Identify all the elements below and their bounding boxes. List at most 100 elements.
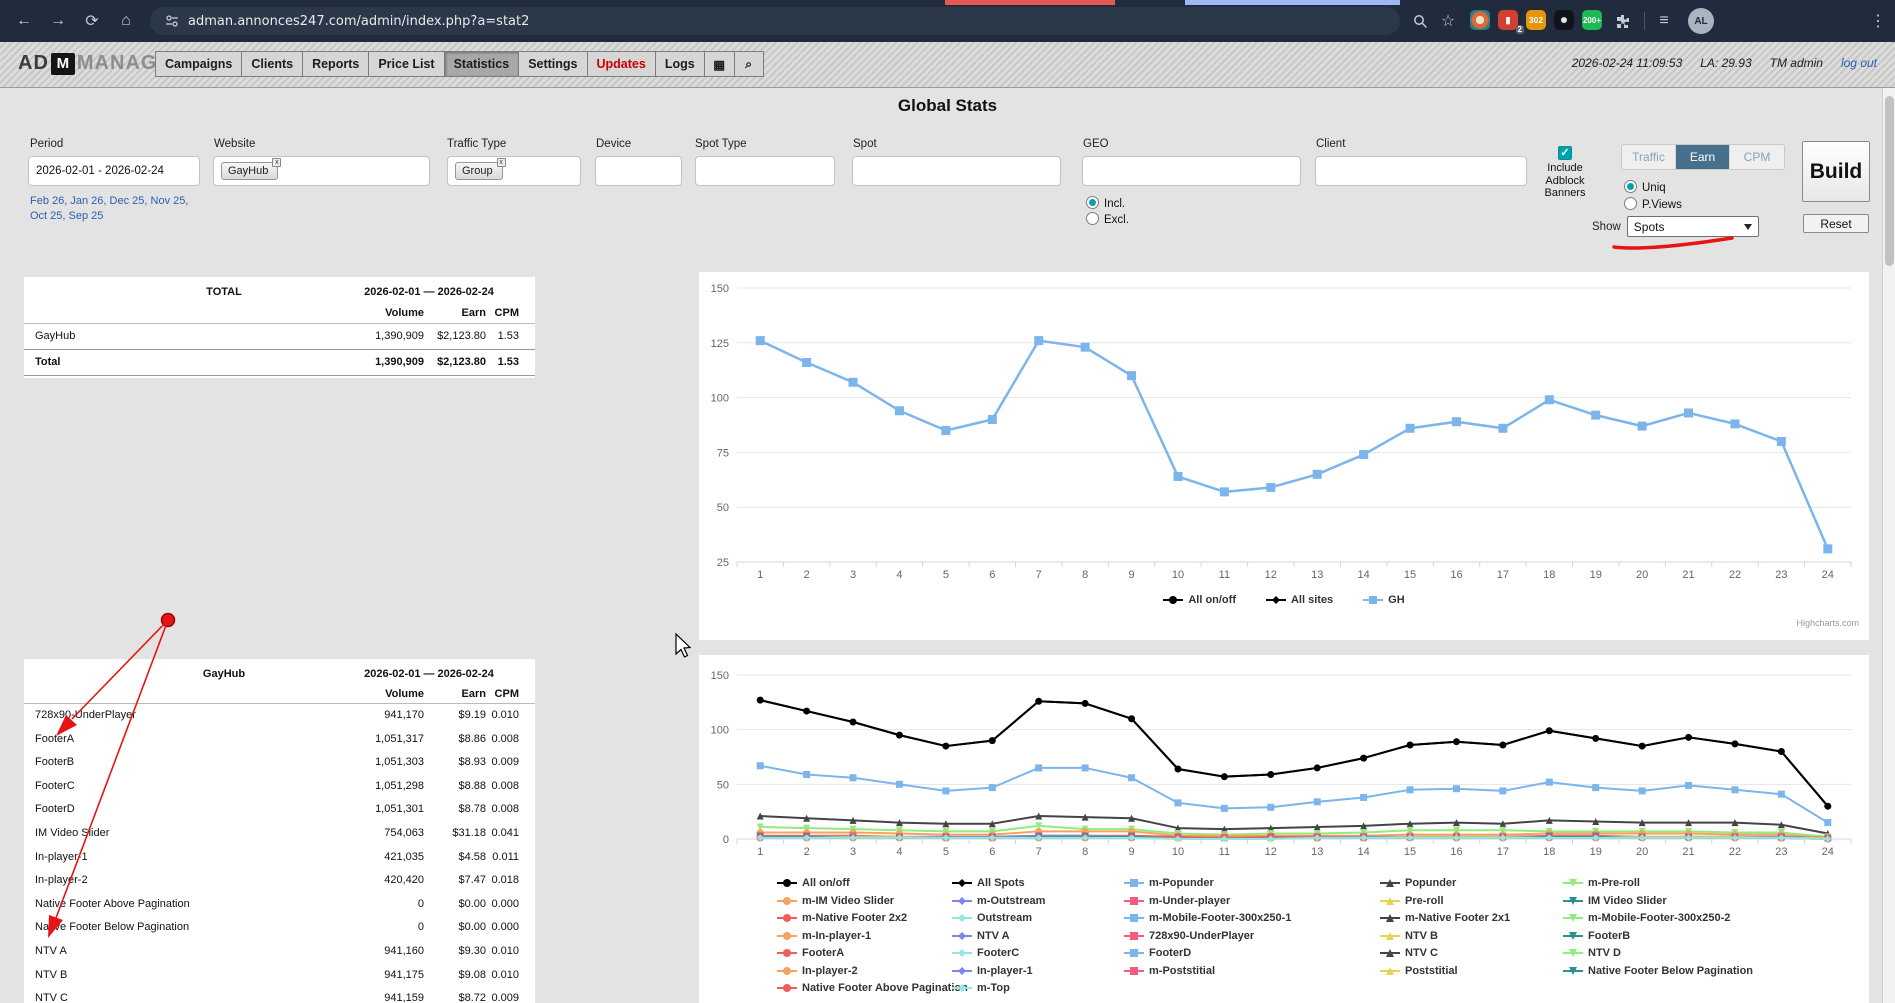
quick-period-link[interactable]: Sep 25 xyxy=(69,210,104,222)
spot-type-input[interactable] xyxy=(695,156,835,186)
nav-price-list[interactable]: Price List xyxy=(368,51,443,77)
extension-red-icon[interactable]: ▮ 2 xyxy=(1498,10,1518,30)
nav-reports[interactable]: Reports xyxy=(302,51,368,77)
legend-item-m-native-footer-2x1[interactable]: m-Native Footer 2x1 xyxy=(1380,912,1510,924)
nav-logs[interactable]: Logs xyxy=(655,51,704,77)
reload-icon[interactable]: ⟳ xyxy=(80,9,104,33)
legend-item-all-sites[interactable]: All sites xyxy=(1266,594,1333,606)
metric-tab-traffic[interactable]: Traffic xyxy=(1622,145,1676,169)
legend-item-ntv-c[interactable]: NTV C xyxy=(1380,947,1438,959)
search-tool-icon[interactable]: ⌕ xyxy=(734,51,764,77)
metric-tab-cpm[interactable]: CPM xyxy=(1730,145,1784,169)
bookmark-star-icon[interactable]: ☆ xyxy=(1436,9,1460,33)
extension-logo-icon[interactable] xyxy=(1470,10,1490,30)
legend-item-in-player-2[interactable]: In-player-2 xyxy=(777,965,858,977)
reading-list-icon[interactable]: ≡ xyxy=(1652,9,1676,33)
geo-incl-option[interactable]: Incl. xyxy=(1086,196,1125,210)
legend-item-m-im-video-slider[interactable]: m-IM Video Slider xyxy=(777,895,894,907)
tracking-protection-icon[interactable] xyxy=(164,14,180,28)
pviews-radio[interactable] xyxy=(1624,197,1637,210)
uniq-radio[interactable] xyxy=(1624,180,1637,193)
legend-item-728x90-underplayer[interactable]: 728x90-UnderPlayer xyxy=(1124,930,1254,942)
legend-item-m-outstream[interactable]: m-Outstream xyxy=(952,895,1045,907)
adblock-checkbox[interactable]: ✓ xyxy=(1558,146,1572,160)
address-bar[interactable]: adman.annonces247.com/admin/index.php?a=… xyxy=(150,7,1400,35)
pviews-option[interactable]: P.Views xyxy=(1624,197,1682,211)
extensions-puzzle-icon[interactable] xyxy=(1610,9,1634,33)
quick-period-link[interactable]: Oct 25 xyxy=(30,210,62,222)
legend-item-pre-roll[interactable]: Pre-roll xyxy=(1380,895,1444,907)
show-select[interactable]: Spots xyxy=(1627,216,1759,237)
legend-item-all-spots[interactable]: All Spots xyxy=(952,877,1025,889)
traffic-type-input[interactable]: Group x xyxy=(447,156,581,186)
calculator-icon[interactable]: ▦ xyxy=(704,51,734,77)
excl-radio[interactable] xyxy=(1086,212,1099,225)
legend-item-all-on-off[interactable]: All on/off xyxy=(1163,594,1236,606)
legend-item-m-under-player[interactable]: m-Under-player xyxy=(1124,895,1230,907)
extension-orange-icon[interactable]: 302 xyxy=(1526,10,1546,30)
legend-item-im-video-slider[interactable]: IM Video Slider xyxy=(1563,895,1667,907)
quick-period-link[interactable]: Feb 26 xyxy=(30,195,64,207)
remove-tag-icon[interactable]: x xyxy=(272,158,281,167)
geo-excl-option[interactable]: Excl. xyxy=(1086,212,1129,226)
uniq-option[interactable]: Uniq xyxy=(1624,180,1666,194)
client-input[interactable] xyxy=(1315,156,1527,186)
quick-period-link[interactable]: Jan 26 xyxy=(70,195,103,207)
remove-tag-icon[interactable]: x xyxy=(497,158,506,167)
traffic-type-tag[interactable]: Group x xyxy=(455,162,503,180)
legend-item-gh[interactable]: GH xyxy=(1363,594,1405,606)
legend-item-m-top[interactable]: m-Top xyxy=(952,982,1010,994)
legend-item-footerc[interactable]: FooterC xyxy=(952,947,1019,959)
legend-item-m-popunder[interactable]: m-Popunder xyxy=(1124,877,1214,889)
spot-input[interactable] xyxy=(852,156,1061,186)
nav-settings[interactable]: Settings xyxy=(518,51,586,77)
browser-menu-icon[interactable]: ⋮ xyxy=(1866,9,1890,33)
logout-link[interactable]: log out xyxy=(1841,56,1877,70)
search-icon[interactable] xyxy=(1408,9,1432,33)
legend-item-in-player-1[interactable]: In-player-1 xyxy=(952,965,1033,977)
nav-statistics[interactable]: Statistics xyxy=(444,51,519,77)
legend-item-m-poststitial[interactable]: m-Poststitial xyxy=(1124,965,1215,977)
paw-extension-icon[interactable]: ✺ xyxy=(1554,10,1574,30)
quick-period-link[interactable]: Dec 25 xyxy=(110,195,145,207)
home-icon[interactable]: ⌂ xyxy=(114,9,138,33)
legend-item-poststitial[interactable]: Poststitial xyxy=(1380,965,1458,977)
legend-item-native-footer-below-pagination[interactable]: Native Footer Below Pagination xyxy=(1563,965,1753,977)
nav-updates[interactable]: Updates xyxy=(587,51,655,77)
device-input[interactable] xyxy=(595,156,682,186)
legend-item-m-mobile-footer-300x250-2[interactable]: m-Mobile-Footer-300x250-2 xyxy=(1563,912,1730,924)
legend-item-m-in-player-1[interactable]: m-In-player-1 xyxy=(777,930,871,942)
legend-item-footerb[interactable]: FooterB xyxy=(1563,930,1630,942)
quick-period-link[interactable]: Nov 25 xyxy=(151,195,186,207)
metric-tab-earn[interactable]: Earn xyxy=(1676,145,1730,169)
legend-item-footera[interactable]: FooterA xyxy=(777,947,844,959)
legend-item-footerd[interactable]: FooterD xyxy=(1124,947,1191,959)
legend-item-outstream[interactable]: Outstream xyxy=(952,912,1032,924)
website-tag[interactable]: GayHub x xyxy=(221,162,278,180)
legend-item-ntv-a[interactable]: NTV A xyxy=(952,930,1010,942)
legend-item-ntv-d[interactable]: NTV D xyxy=(1563,947,1621,959)
forward-icon[interactable]: → xyxy=(46,9,70,33)
website-input[interactable]: GayHub x xyxy=(213,156,430,186)
nav-clients[interactable]: Clients xyxy=(241,51,302,77)
url-text[interactable]: adman.annonces247.com/admin/index.php?a=… xyxy=(188,14,529,29)
legend-item-native-footer-above-pagination[interactable]: Native Footer Above Pagination xyxy=(777,982,968,994)
reset-button[interactable]: Reset xyxy=(1803,214,1869,233)
legend-item-all-on-off[interactable]: All on/off xyxy=(777,877,850,889)
back-icon[interactable]: ← xyxy=(12,9,36,33)
legend-item-ntv-b[interactable]: NTV B xyxy=(1380,930,1438,942)
incl-radio[interactable] xyxy=(1086,196,1099,209)
geo-input[interactable] xyxy=(1082,156,1301,186)
nav-campaigns[interactable]: Campaigns xyxy=(155,51,241,77)
period-input[interactable]: 2026-02-01 - 2026-02-24 xyxy=(28,156,200,186)
legend-item-m-native-footer-2x2[interactable]: m-Native Footer 2x2 xyxy=(777,912,907,924)
highcharts-credits[interactable]: Highcharts.com xyxy=(1796,618,1859,628)
vpn-extension-icon[interactable]: 200+ xyxy=(1582,10,1602,30)
legend-item-popunder[interactable]: Popunder xyxy=(1380,877,1456,889)
profile-avatar[interactable]: AL xyxy=(1688,8,1714,34)
build-button[interactable]: Build xyxy=(1802,141,1870,202)
page-scrollbar[interactable] xyxy=(1882,88,1895,1003)
legend-item-m-pre-roll[interactable]: m-Pre-roll xyxy=(1563,877,1640,889)
scrollbar-thumb[interactable] xyxy=(1885,96,1894,266)
legend-item-m-mobile-footer-300x250-1[interactable]: m-Mobile-Footer-300x250-1 xyxy=(1124,912,1291,924)
